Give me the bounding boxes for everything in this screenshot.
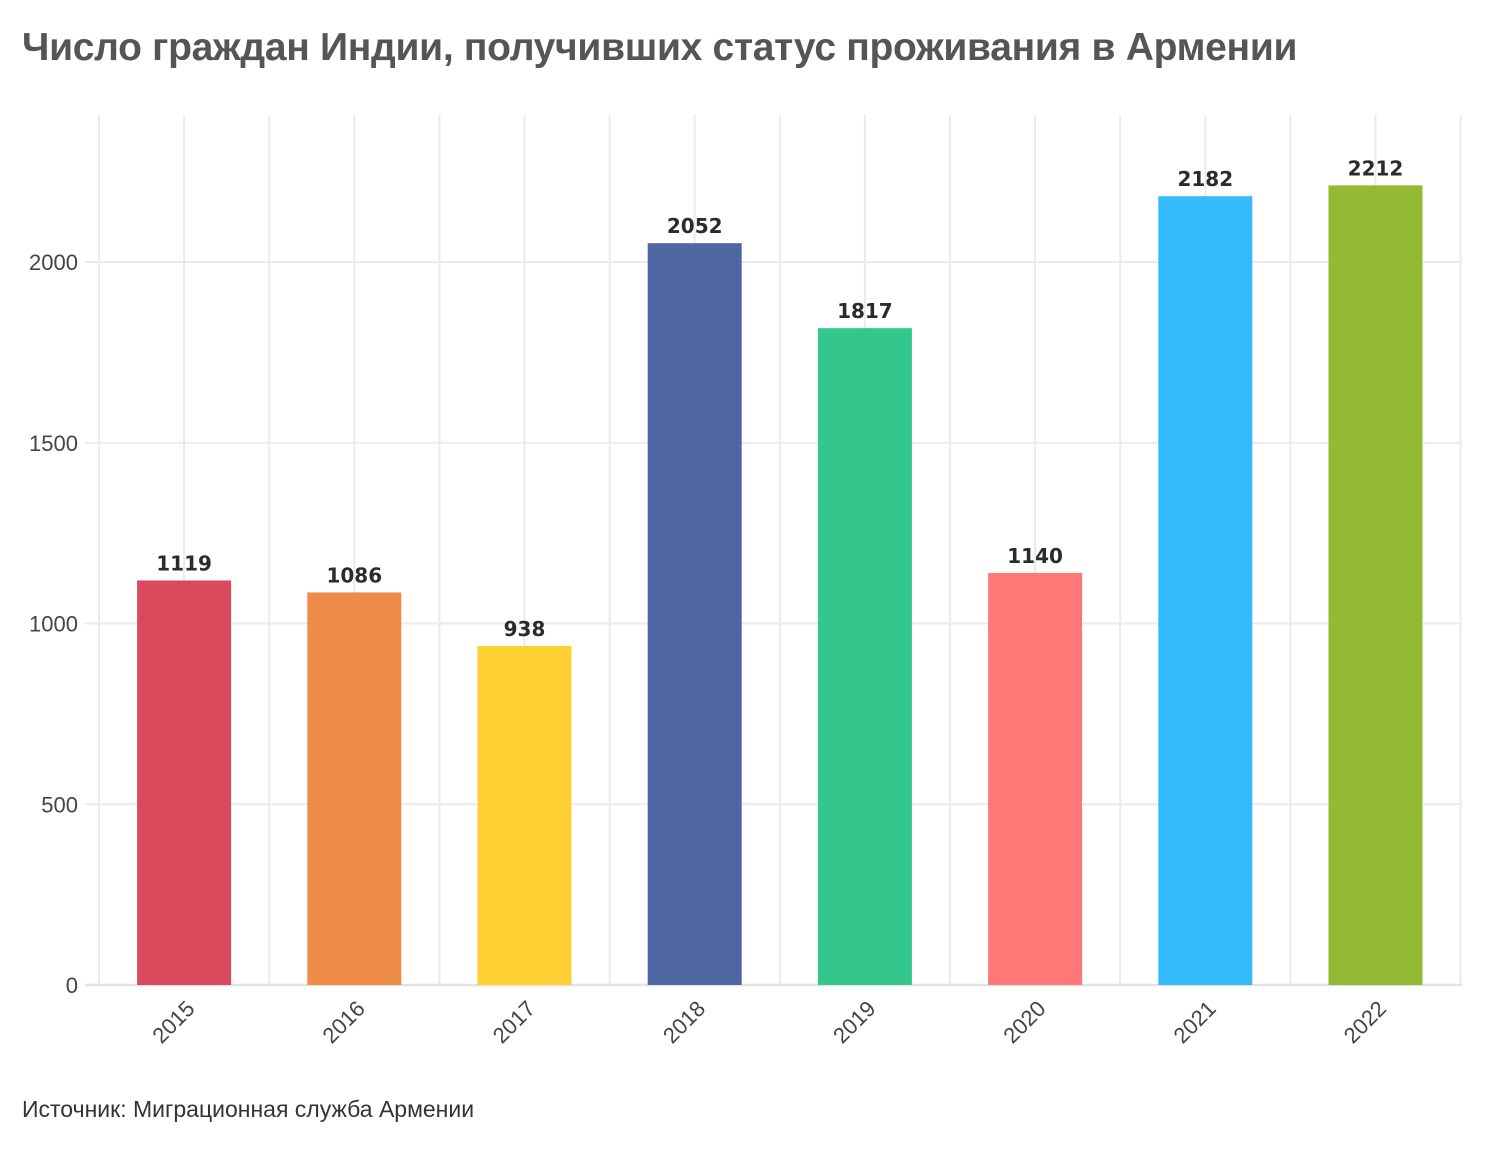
bar-2022 [1328, 185, 1423, 985]
x-tick-label-2017: 2017 [488, 996, 540, 1048]
bar-2021 [1158, 196, 1253, 985]
data-label-2015: 1119 [156, 551, 212, 575]
bar-2018 [647, 243, 742, 985]
chart-title: Число граждан Индии, получивших статус п… [22, 26, 1298, 69]
data-labels: 1119 1086 938 2052 1817 1140 2182 2212 [156, 156, 1403, 641]
chart-source: Источник: Миграционная служба Армении [22, 1096, 475, 1122]
data-label-2017: 938 [504, 617, 546, 641]
y-tick-label: 500 [41, 792, 78, 817]
bar-2016 [307, 592, 402, 985]
data-label-2018: 2052 [667, 214, 723, 238]
bar-2020 [988, 572, 1083, 985]
y-tick-label: 0 [66, 973, 78, 998]
x-tick-label-2020: 2020 [998, 996, 1050, 1048]
x-tick-label-2016: 2016 [318, 996, 370, 1048]
grid-lines [85, 115, 1462, 985]
y-tick-label: 2000 [29, 250, 78, 275]
x-tick-label-2018: 2018 [658, 996, 710, 1048]
x-tick-label-2019: 2019 [828, 996, 880, 1048]
bar-2017 [477, 645, 572, 985]
y-tick-label: 1000 [29, 612, 78, 637]
x-tick-label-2021: 2021 [1169, 996, 1221, 1048]
bar-2015 [137, 580, 232, 985]
data-label-2020: 1140 [1007, 544, 1063, 568]
data-label-2019: 1817 [837, 299, 893, 323]
x-axis-tick-labels: 2015 2016 2017 2018 2019 2020 2021 2022 [147, 996, 1391, 1048]
data-label-2022: 2212 [1348, 156, 1404, 180]
bar-2019 [817, 328, 912, 985]
y-axis-tick-labels: 0 500 1000 1500 2000 [29, 250, 78, 998]
data-label-2016: 1086 [326, 563, 382, 587]
data-label-2021: 2182 [1177, 167, 1233, 191]
x-tick-label-2015: 2015 [147, 996, 199, 1048]
y-tick-label: 1500 [29, 431, 78, 456]
bars [137, 185, 1423, 985]
x-tick-label-2022: 2022 [1339, 996, 1391, 1048]
